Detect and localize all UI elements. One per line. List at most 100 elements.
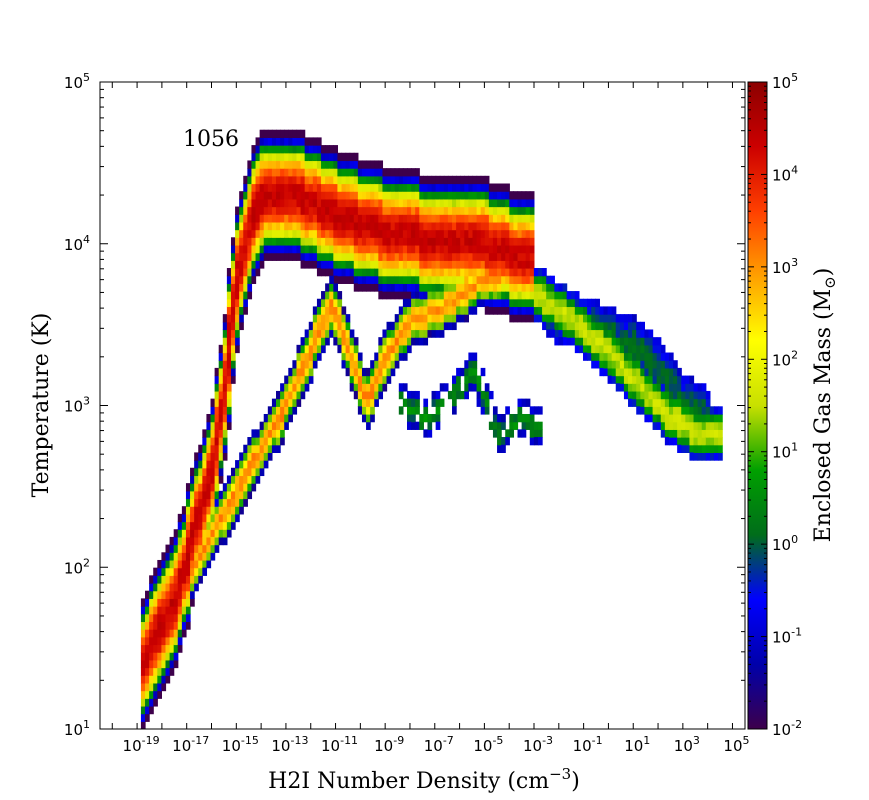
heatmap-cell [173, 567, 179, 576]
heatmap-cell [349, 206, 355, 215]
heatmap-cell [542, 291, 547, 300]
heatmap-cell [415, 329, 420, 338]
heatmap-cell [185, 590, 191, 599]
heatmap-cell [247, 444, 253, 453]
heatmap-cell [386, 360, 392, 369]
heatmap-cell [558, 329, 564, 338]
heatmap-cell [357, 390, 363, 400]
heatmap-cell [161, 598, 167, 607]
heatmap-cell [407, 221, 412, 231]
heatmap-cell [206, 529, 212, 538]
heatmap-cell [349, 160, 355, 169]
heatmap-cell [660, 375, 666, 384]
heatmap-cell [623, 390, 629, 400]
heatmap-cell [206, 483, 212, 492]
heatmap-cell [280, 390, 285, 400]
heatmap-cell [398, 352, 404, 361]
heatmap-cell [173, 552, 179, 561]
heatmap-cell [660, 360, 666, 369]
heatmap-cell [349, 352, 355, 361]
heatmap-cell [271, 398, 277, 407]
heatmap-cell [284, 175, 289, 185]
heatmap-cell [382, 175, 388, 185]
heatmap-cell [149, 613, 154, 623]
heatmap-cell [452, 283, 457, 292]
heatmap-cell [218, 529, 224, 538]
heatmap-cell [419, 214, 424, 223]
heatmap-cell [513, 198, 519, 208]
heatmap-cell [382, 191, 388, 200]
heatmap-cell [407, 268, 412, 277]
heatmap-cell [259, 160, 265, 169]
heatmap-cell [198, 567, 203, 576]
heatmap-cell [361, 260, 367, 269]
heatmap-cell [353, 237, 359, 246]
heatmap-cell [517, 298, 523, 308]
heatmap-cell [185, 583, 191, 592]
heatmap-cell [619, 367, 625, 377]
heatmap-cell [660, 367, 666, 377]
heatmap-cell [443, 275, 449, 284]
heatmap-cell [226, 490, 232, 500]
heatmap-cell [251, 444, 257, 453]
heatmap-cell [333, 168, 339, 177]
heatmap-cell [652, 406, 658, 415]
heatmap-cell [595, 337, 600, 346]
heatmap-cell [239, 483, 244, 492]
heatmap-cell [357, 229, 363, 238]
heatmap-cell [415, 260, 420, 269]
heatmap-cell [185, 559, 191, 569]
heatmap-cell [157, 613, 162, 623]
heatmap-cell [222, 367, 228, 377]
heatmap-cell [509, 206, 515, 215]
heatmap-cell [427, 329, 433, 338]
heatmap-cell [185, 567, 191, 576]
heatmap-cell [173, 598, 179, 607]
tick-label: 101 [624, 734, 650, 755]
heatmap-cell [145, 667, 150, 676]
heatmap-cell [276, 129, 281, 138]
heatmap-cell [447, 252, 453, 261]
heatmap-cell [533, 421, 539, 430]
heatmap-cell [709, 406, 715, 415]
heatmap-cell [308, 175, 314, 185]
heatmap-cell [300, 168, 306, 177]
heatmap-cell [194, 583, 199, 592]
heatmap-cell [484, 221, 490, 231]
heatmap-cell [411, 221, 416, 231]
heatmap-cell [513, 275, 519, 284]
heatmap-cell [353, 360, 359, 369]
heatmap-cell [488, 191, 494, 200]
heatmap-cell [247, 490, 253, 500]
heatmap-cell [484, 268, 490, 277]
heatmap-cell [288, 229, 293, 238]
heatmap-cell [472, 291, 478, 300]
heatmap-cell [325, 306, 330, 315]
heatmap-cell [161, 667, 167, 676]
heatmap-cell [378, 275, 384, 284]
heatmap-cell [349, 221, 355, 231]
heatmap-cell [194, 483, 199, 492]
heatmap-cell [374, 398, 379, 407]
heatmap-cell [656, 337, 662, 346]
heatmap-cell [554, 329, 560, 338]
heatmap-cell [247, 206, 253, 215]
heatmap-cell [210, 452, 216, 461]
heatmap-cell [292, 398, 298, 407]
heatmap-cell [312, 244, 318, 254]
heatmap-cell [230, 513, 236, 523]
heatmap-cell [337, 191, 343, 200]
heatmap-cell [357, 183, 363, 192]
heatmap-cell [149, 606, 154, 615]
heatmap-cell [431, 398, 437, 407]
heatmap-cell [398, 244, 404, 254]
heatmap-cell [230, 483, 236, 492]
heatmap-cell [525, 191, 531, 200]
heatmap-cell [656, 352, 662, 361]
heatmap-cell [366, 237, 371, 246]
heatmap-cell [402, 352, 408, 361]
heatmap-cell [476, 291, 482, 300]
heatmap-cell [398, 206, 404, 215]
heatmap-cell [325, 244, 330, 254]
heatmap-cell [259, 437, 265, 446]
